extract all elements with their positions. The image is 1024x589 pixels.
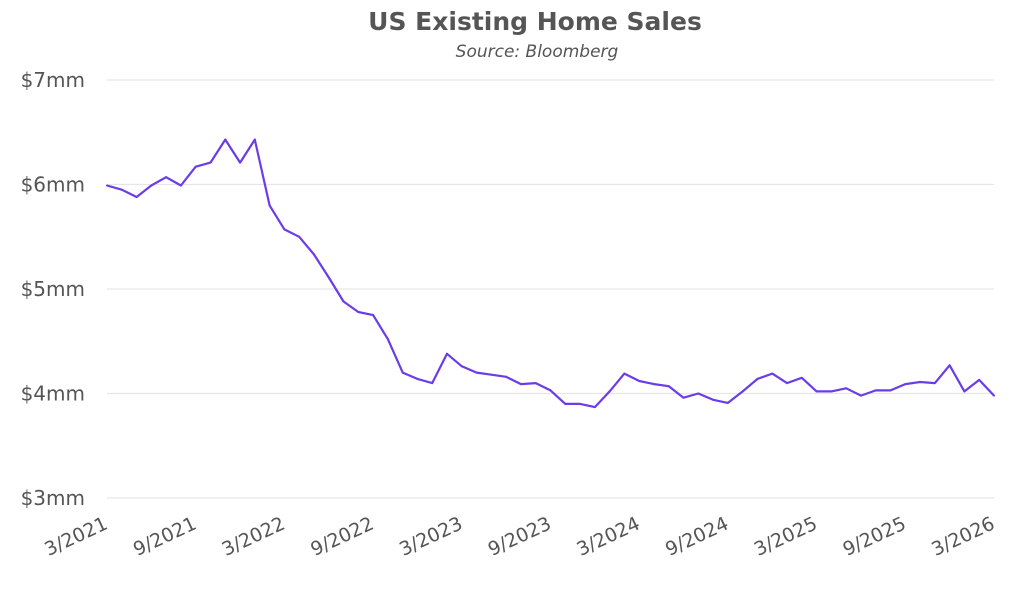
data-point: [549, 389, 552, 392]
data-point: [165, 176, 168, 179]
data-point: [593, 406, 596, 409]
y-tick-label: $5mm: [21, 277, 85, 301]
data-point: [859, 394, 862, 397]
x-tick-label: 3/2023: [396, 513, 466, 561]
data-point: [756, 377, 759, 380]
data-point: [401, 371, 404, 374]
data-point: [712, 398, 715, 401]
x-tick-label: 9/2021: [130, 513, 200, 561]
data-point: [845, 387, 848, 390]
data-point: [652, 383, 655, 386]
y-tick-label: $3mm: [21, 486, 85, 510]
data-point: [416, 377, 419, 380]
x-tick-label: 3/2026: [928, 513, 998, 561]
data-point: [253, 138, 256, 141]
data-point: [564, 402, 567, 405]
chart-title: US Existing Home Sales: [368, 7, 702, 36]
data-point: [993, 394, 995, 397]
data-point: [298, 235, 301, 238]
data-point: [741, 390, 744, 393]
x-tick-label: 3/2021: [41, 513, 111, 561]
data-point: [697, 392, 700, 395]
data-point: [490, 373, 493, 376]
data-point: [431, 382, 434, 385]
x-tick-label: 3/2025: [751, 513, 821, 561]
y-tick-label: $6mm: [21, 173, 85, 197]
data-point: [933, 382, 936, 385]
data-point: [283, 228, 286, 231]
data-point: [815, 390, 818, 393]
x-tick-label: 3/2022: [219, 513, 289, 561]
x-tick-label: 9/2025: [840, 513, 910, 561]
data-point: [608, 390, 611, 393]
data-point: [106, 184, 108, 187]
data-point: [800, 376, 803, 379]
data-point: [682, 396, 685, 399]
data-point: [726, 401, 729, 404]
data-point: [268, 204, 271, 207]
data-point: [312, 253, 315, 256]
data-point: [120, 188, 123, 191]
data-point: [579, 402, 582, 405]
data-point: [948, 364, 951, 367]
data-point: [667, 385, 670, 388]
data-point: [372, 314, 375, 317]
data-point: [446, 352, 449, 355]
data-point: [327, 276, 330, 279]
data-point: [623, 372, 626, 375]
data-point: [342, 300, 345, 303]
data-point: [239, 161, 242, 164]
y-tick-label: $7mm: [21, 68, 85, 92]
data-point: [978, 378, 981, 381]
data-point: [357, 310, 360, 313]
data-point: [179, 184, 182, 187]
data-point: [889, 389, 892, 392]
series-line: [106, 138, 995, 409]
data-point: [519, 383, 522, 386]
data-point: [830, 390, 833, 393]
y-tick-label: $4mm: [21, 382, 85, 406]
chart-subtitle: Source: Bloomberg: [456, 42, 619, 62]
data-point: [460, 365, 463, 368]
x-tick-label: 9/2022: [307, 513, 377, 561]
data-point: [505, 375, 508, 378]
data-point: [475, 371, 478, 374]
data-point: [224, 138, 227, 141]
data-point: [150, 184, 153, 187]
data-point: [638, 379, 641, 382]
data-point: [194, 165, 197, 168]
x-tick-label: 9/2024: [662, 513, 732, 561]
data-point: [904, 383, 907, 386]
data-point: [386, 338, 389, 341]
x-tick-label: 9/2023: [485, 513, 555, 561]
data-point: [135, 196, 138, 199]
data-point: [963, 390, 966, 393]
data-point: [209, 161, 212, 164]
data-point: [874, 389, 877, 392]
data-point: [786, 382, 789, 385]
data-point: [919, 381, 922, 384]
data-point: [534, 382, 537, 385]
x-tick-label: 3/2024: [573, 513, 643, 561]
data-point: [771, 372, 774, 375]
